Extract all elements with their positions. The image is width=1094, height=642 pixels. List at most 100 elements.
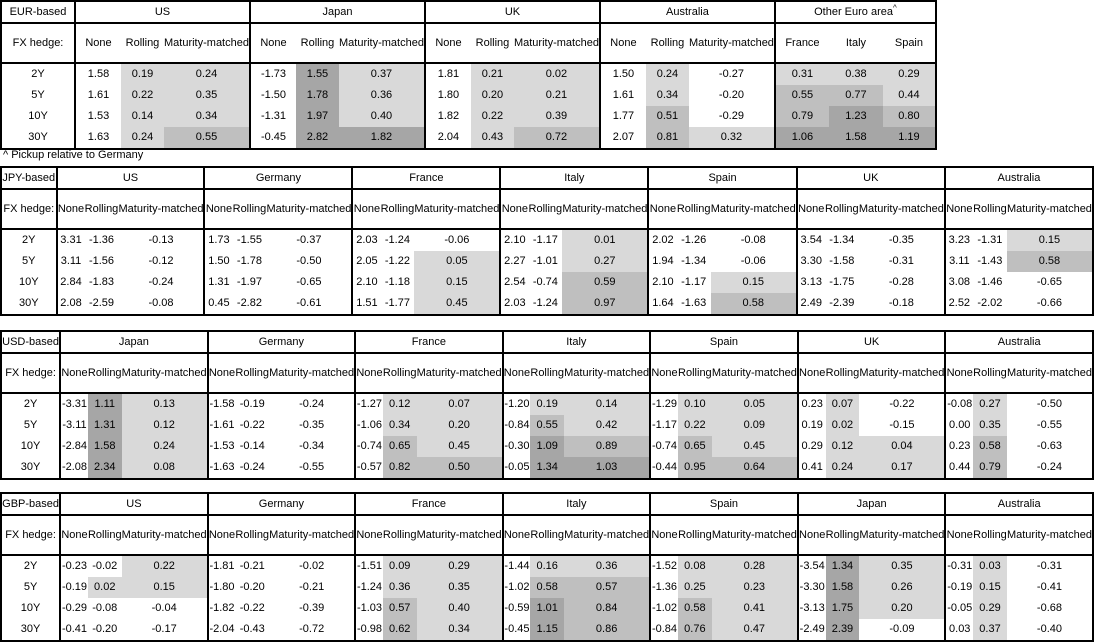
data-cell: -1.82 <box>206 598 236 619</box>
hedge-type-header: None <box>944 353 974 394</box>
data-cell: -0.22 <box>239 419 265 432</box>
data-cell: 0.02 <box>513 63 600 85</box>
data-cell: 1.50 <box>203 251 233 272</box>
data-cell: 0.58 <box>710 293 797 315</box>
country-header-spain: Spain <box>649 493 798 516</box>
data-cell: -0.57 <box>354 457 383 479</box>
data-cell: -0.41 <box>1036 581 1062 594</box>
data-cell: 0.51 <box>645 106 689 127</box>
data-cell: 2.54 <box>499 272 529 293</box>
data-cell: -1.44 <box>501 555 531 577</box>
data-cell: -3.30 <box>796 577 826 598</box>
data-cell: -1.50 <box>248 85 296 106</box>
data-cell: -0.41 <box>59 619 88 641</box>
data-cell: -2.82 <box>236 297 262 310</box>
hedge-type-header: Rolling <box>528 189 563 230</box>
data-cell: 0.65 <box>382 436 417 457</box>
hedge-type-header: Rolling <box>530 353 565 394</box>
hedge-type-header: Maturity-matched <box>118 189 205 230</box>
data-cell: 0.15 <box>973 577 1007 598</box>
data-cell: -3.54 <box>796 555 826 577</box>
data-cell: -1.02 <box>649 598 678 619</box>
country-header-italy: Italy <box>501 331 651 354</box>
hedge-type-header: Rolling <box>677 353 712 394</box>
data-cell: 0.27 <box>562 251 649 272</box>
data-cell: 0.12 <box>382 393 417 415</box>
country-header-japan: Japan <box>248 1 425 24</box>
data-cell: -1.58 <box>206 393 236 415</box>
data-cell: 0.24 <box>645 63 689 85</box>
data-cell: 0.28 <box>711 555 798 577</box>
data-cell: -0.43 <box>239 623 265 636</box>
data-cell: 1.61 <box>598 85 646 106</box>
data-cell: 1.19 <box>882 127 936 149</box>
data-cell: -0.08 <box>944 393 974 415</box>
data-cell: 0.72 <box>513 127 600 149</box>
data-cell: 0.84 <box>564 598 651 619</box>
data-cell: 0.07 <box>416 393 503 415</box>
hedge-type-header: Rolling <box>382 353 417 394</box>
base-label-jpy-based: JPY-based <box>1 167 57 190</box>
data-cell: 0.55 <box>164 127 250 149</box>
data-cell: 0.40 <box>338 106 425 127</box>
data-cell: -1.20 <box>501 393 531 415</box>
data-cell: -2.39 <box>829 297 855 310</box>
footnote-marker: ^ <box>892 3 897 13</box>
data-cell: -2.84 <box>59 436 88 457</box>
data-cell: 0.42 <box>564 415 651 436</box>
data-cell: 0.36 <box>338 85 425 106</box>
hedge-type-header: Rolling <box>677 515 712 556</box>
hedge-type-header: Rolling <box>87 515 122 556</box>
data-cell: -1.24 <box>532 297 558 310</box>
data-cell: 1.58 <box>825 577 860 598</box>
data-cell: 0.10 <box>677 393 712 415</box>
hedge-type-header: None <box>944 515 974 556</box>
table-jpy-based: JPY-based US Germany France Italy Spain UK Aust… <box>0 166 1094 316</box>
hedge-type-header: None <box>74 23 121 64</box>
data-cell: -0.02 <box>92 560 118 573</box>
hedge-type-header: Rolling <box>530 515 565 556</box>
data-cell: 2.05 <box>351 251 381 272</box>
data-cell: 0.19 <box>530 393 565 415</box>
hedge-type-header: None <box>598 23 646 64</box>
hedge-type-header: None <box>501 353 531 394</box>
data-cell: 1.03 <box>564 457 651 479</box>
data-cell: 2.10 <box>499 229 529 251</box>
data-cell: -1.31 <box>977 234 1003 247</box>
data-cell: 2.03 <box>499 293 529 315</box>
data-cell: -0.35 <box>299 419 325 432</box>
data-cell: 0.22 <box>470 106 514 127</box>
data-cell: 0.81 <box>645 127 689 149</box>
data-cell: -0.18 <box>888 297 914 310</box>
fx-hedge-label: FX hedge: <box>1 23 75 64</box>
data-cell: 1.80 <box>423 85 471 106</box>
data-cell: 0.36 <box>382 577 417 598</box>
data-cell: 0.77 <box>828 85 883 106</box>
table-gbp-based: GBP-based US Germany France Italy Spain Japan A… <box>0 492 1094 642</box>
data-cell: -0.34 <box>299 440 325 453</box>
data-cell: 0.20 <box>859 598 946 619</box>
base-label-usd-based: USD-based <box>1 331 61 354</box>
data-cell: -1.77 <box>384 297 410 310</box>
country-header-france: France <box>351 167 501 190</box>
data-cell: -0.17 <box>151 623 177 636</box>
hedge-type-header: Maturity-matched <box>121 515 208 556</box>
data-cell: -1.97 <box>236 276 262 289</box>
data-cell: -1.03 <box>354 598 383 619</box>
data-cell: -1.63 <box>681 297 707 310</box>
country-header-australia: Australia <box>944 493 1093 516</box>
data-cell: 0.64 <box>711 457 798 479</box>
data-cell: 1.51 <box>351 293 381 315</box>
data-cell: 0.22 <box>121 85 164 106</box>
data-cell: 0.12 <box>825 436 860 457</box>
data-cell: -0.84 <box>501 415 531 436</box>
country-header-uk: UK <box>795 167 945 190</box>
data-cell: 0.24 <box>164 63 250 85</box>
country-header-australia: Australia <box>598 1 775 24</box>
data-cell: 1.75 <box>825 598 860 619</box>
data-cell: -1.58 <box>829 255 855 268</box>
data-cell: 0.55 <box>530 415 565 436</box>
hedge-type-header: France <box>773 23 829 64</box>
data-cell: -0.37 <box>296 234 322 247</box>
data-cell: 0.29 <box>882 63 936 85</box>
